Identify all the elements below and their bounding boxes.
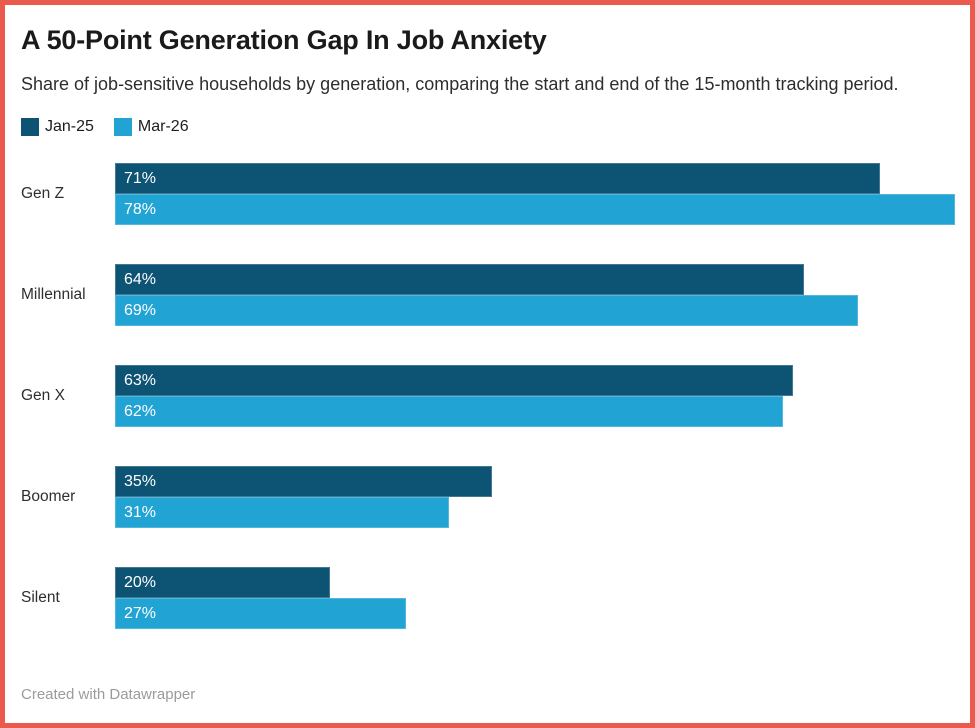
category-label: Millennial: [21, 286, 86, 303]
bar-jan-25: 71%: [115, 163, 880, 194]
chart-subtitle: Share of job-sensitive households by gen…: [21, 74, 899, 94]
bar-value-label: 63%: [124, 371, 157, 389]
bar-value-label: 64%: [124, 270, 157, 288]
bar-group: 20% 27%: [115, 567, 955, 629]
bar-value-label: 20%: [124, 573, 157, 591]
legend-item: Jan-25: [21, 118, 94, 136]
bar-jan-25: 64%: [115, 264, 805, 295]
bar-jan-25: 35%: [115, 466, 492, 497]
bar-mar-26: 78%: [115, 194, 955, 225]
category-label: Gen X: [21, 387, 65, 404]
bar-value-label: 62%: [124, 402, 157, 420]
bar-jan-25: 20%: [115, 567, 331, 598]
category-row: Gen X 63% 62%: [21, 365, 955, 427]
bar-group: 71% 78%: [115, 163, 955, 225]
bar-chart: Gen Z 71% 78% Millennial 64% 69% Gen X 6…: [21, 163, 955, 629]
legend-label: Jan-25: [45, 118, 94, 135]
category-row: Gen Z 71% 78%: [21, 163, 955, 225]
bar-value-label: 27%: [124, 604, 157, 622]
legend: Jan-25 Mar-26: [21, 118, 955, 136]
credit-line: Created with Datawrapper: [21, 686, 196, 703]
bar-mar-26: 69%: [115, 295, 859, 326]
chart-title: A 50-Point Generation Gap In Job Anxiety: [21, 25, 547, 55]
bar-value-label: 35%: [124, 472, 157, 490]
bar-group: 35% 31%: [115, 466, 955, 528]
legend-label: Mar-26: [137, 118, 189, 135]
category-label: Gen Z: [21, 185, 65, 202]
bar-value-label: 78%: [124, 200, 157, 218]
category-row: Silent 20% 27%: [21, 567, 955, 629]
legend-swatch: [113, 118, 132, 136]
bar-value-label: 71%: [124, 169, 157, 187]
legend-item: Mar-26: [113, 118, 189, 136]
bar-group: 64% 69%: [115, 264, 955, 326]
bar-value-label: 69%: [124, 301, 157, 319]
bar-mar-26: 62%: [115, 396, 783, 427]
category-row: Boomer 35% 31%: [21, 466, 955, 528]
bar-mar-26: 27%: [115, 598, 406, 629]
bar-value-label: 31%: [124, 503, 157, 521]
legend-swatch: [21, 118, 39, 136]
bar-mar-26: 31%: [115, 497, 449, 528]
category-label: Boomer: [21, 488, 76, 505]
category-label: Silent: [21, 589, 60, 606]
category-row: Millennial 64% 69%: [21, 264, 955, 326]
bar-jan-25: 63%: [115, 365, 794, 396]
bar-group: 63% 62%: [115, 365, 955, 427]
